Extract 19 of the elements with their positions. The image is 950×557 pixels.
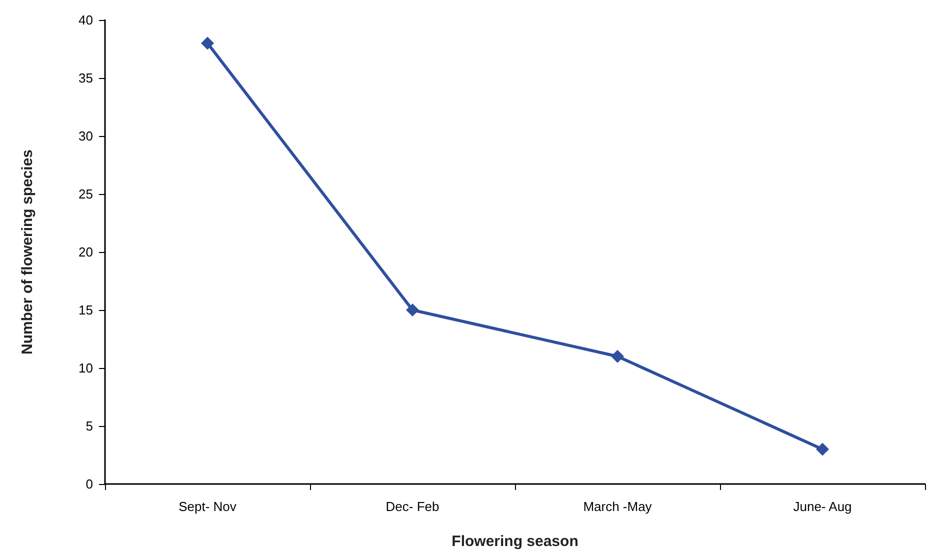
x-tick-label: June- Aug	[793, 499, 852, 514]
point	[611, 350, 624, 363]
point	[406, 304, 419, 316]
x-tick-label: Sept- Nov	[178, 499, 237, 514]
y-axis-title: Number of flowering species	[19, 149, 36, 355]
y-tick-label: 40	[78, 12, 93, 28]
y-tick-label: 0	[86, 476, 93, 492]
y-tick-label: 35	[78, 70, 93, 86]
y-tick-label: 10	[78, 360, 93, 376]
x-axis-title: Flowering season	[452, 533, 578, 550]
x-tick-label: March -May	[583, 499, 652, 514]
point	[201, 36, 214, 50]
y-tick-label: 25	[78, 186, 93, 202]
x-tick-label: Dec- Feb	[386, 499, 440, 514]
y-tick-label: 5	[86, 418, 93, 434]
y-tick-label: 15	[78, 302, 93, 318]
y-tick-label: 30	[78, 128, 93, 144]
y-tick-label: 20	[78, 244, 93, 260]
point	[816, 442, 829, 456]
